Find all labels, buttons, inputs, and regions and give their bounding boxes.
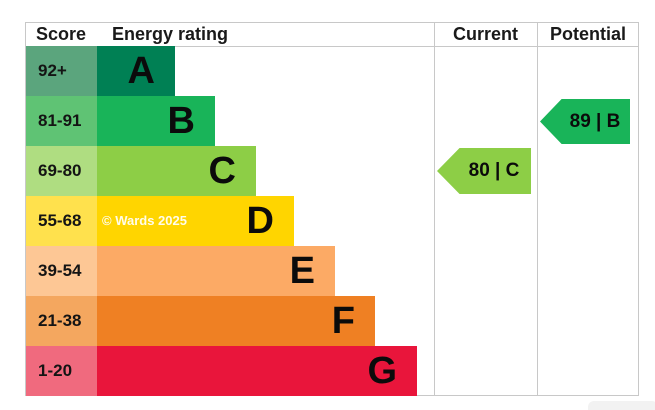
- band-row-c: 69-80 C: [26, 146, 256, 196]
- band-grade-letter: F: [331, 300, 355, 342]
- band-row-f: 21-38 F: [26, 296, 375, 346]
- band-bar: F: [97, 296, 375, 346]
- band-grade-letter: B: [167, 100, 195, 142]
- band-row-b: 81-91 B: [26, 96, 215, 146]
- potential-rating-label: 89 | B: [569, 110, 621, 132]
- band-grade-letter: D: [246, 200, 274, 242]
- column-header-current: Current: [452, 24, 518, 44]
- header-divider-line: [25, 46, 639, 47]
- score-cell: 69-80: [26, 146, 97, 196]
- band-grade-letter: E: [289, 250, 315, 292]
- band-row-d: 55-68 D: [26, 196, 294, 246]
- score-range-label: 81-91: [38, 111, 82, 130]
- band-bar: A: [97, 46, 175, 96]
- band-bar: B: [97, 96, 215, 146]
- potential-column-divider-line: [537, 22, 538, 396]
- column-header-score: Score: [35, 24, 87, 44]
- score-range-label: 1-20: [38, 361, 73, 380]
- score-cell: 92+: [26, 46, 97, 96]
- band-bar: G: [97, 346, 417, 396]
- score-cell: 1-20: [26, 346, 97, 396]
- score-cell: 21-38: [26, 296, 97, 346]
- current-rating-label: 80 | C: [468, 160, 520, 181]
- score-cell: 81-91: [26, 96, 97, 146]
- score-range-label: 39-54: [38, 261, 82, 280]
- potential-arrow: 89 | B: [540, 99, 630, 144]
- band-bar: E: [97, 246, 335, 296]
- band-row-a: 92+ A: [26, 46, 175, 96]
- current-column-divider-line: [434, 22, 435, 396]
- score-range-label: 55-68: [38, 211, 82, 230]
- band-bar: D: [97, 196, 294, 246]
- score-cell: 55-68: [26, 196, 97, 246]
- score-range-label: 92+: [38, 61, 67, 80]
- band-row-e: 39-54 E: [26, 246, 335, 296]
- band-grade-letter: G: [367, 350, 397, 392]
- band-row-g: 1-20 G: [26, 346, 417, 396]
- column-header-potential: Potential: [549, 24, 626, 44]
- band-bar: C: [97, 146, 256, 196]
- current-arrow: 80 | C: [437, 148, 531, 194]
- band-grade-letter: A: [127, 50, 155, 92]
- score-range-label: 69-80: [38, 161, 82, 180]
- watermark-text: © Wards 2025: [102, 213, 187, 228]
- column-header-energy-rating: Energy rating: [112, 24, 229, 44]
- score-range-label: 21-38: [38, 311, 82, 330]
- partial-corner-element: [588, 401, 655, 410]
- score-cell: 39-54: [26, 246, 97, 296]
- band-grade-letter: C: [208, 150, 236, 192]
